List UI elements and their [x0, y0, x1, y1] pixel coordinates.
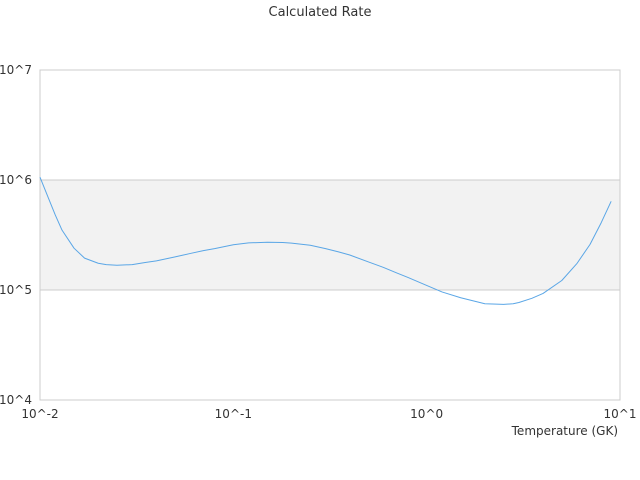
x-tick-label: 10^0	[410, 407, 443, 421]
x-axis-label: Temperature (GK)	[511, 424, 618, 438]
chart-title: Calculated Rate	[269, 5, 372, 20]
x-tick-labels: 10^-2 10^-1 10^0 10^1	[21, 407, 636, 421]
series-layer	[39, 177, 612, 305]
shaded-band-layer	[40, 180, 620, 290]
x-tick-label: 10^-2	[21, 407, 58, 421]
y-tick-labels: 10^4 10^5 10^6 10^7	[0, 63, 32, 407]
x-tick-label: 10^1	[604, 407, 637, 421]
plot-frame	[39, 69, 621, 401]
series-line	[39, 177, 612, 305]
y-tick-label: 10^4	[0, 393, 32, 407]
shaded-band	[40, 180, 620, 290]
y-tick-label: 10^7	[0, 63, 32, 77]
y-tick-label: 10^6	[0, 173, 32, 187]
y-tick-label: 10^5	[0, 283, 32, 297]
x-tick-label: 10^-1	[215, 407, 252, 421]
